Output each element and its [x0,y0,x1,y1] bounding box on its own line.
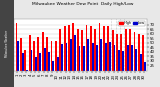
Bar [122,51,124,87]
Bar [48,52,50,87]
Bar [90,26,92,87]
Bar [94,29,96,87]
Bar [105,43,107,87]
Bar [135,49,137,87]
Bar [37,37,39,87]
Bar [83,46,85,87]
Bar [77,29,79,87]
Legend: High, Low: High, Low [118,21,145,26]
Bar [79,46,80,87]
Bar [68,25,70,87]
Bar [46,37,48,87]
Bar [92,43,94,87]
Bar [61,44,63,87]
Bar [31,50,32,87]
Bar [85,25,87,87]
Bar [29,35,31,87]
Bar [103,26,105,87]
Bar [44,48,45,87]
Bar [59,29,61,87]
Bar [100,39,102,87]
Bar [109,42,111,87]
Bar [70,39,72,87]
Bar [142,35,144,87]
Bar [131,45,133,87]
Bar [52,61,54,87]
Bar [99,23,100,87]
Bar [134,32,135,87]
Bar [125,29,127,87]
Bar [35,57,37,87]
Bar [112,30,114,87]
Bar [118,50,120,87]
Bar [22,53,24,87]
Bar [81,30,83,87]
Bar [138,34,140,87]
Bar [55,41,57,87]
Bar [96,45,98,87]
Bar [42,32,44,87]
Bar [87,39,89,87]
Bar [140,54,142,87]
Text: Milwaukee Weather: Milwaukee Weather [5,30,9,57]
Bar [17,41,19,87]
Bar [16,23,17,87]
Bar [72,23,74,87]
Bar [57,57,59,87]
Bar [107,26,109,87]
Bar [116,34,118,87]
Bar [114,45,115,87]
Bar [74,35,76,87]
Bar [65,43,67,87]
Bar [127,45,128,87]
Bar [39,53,41,87]
Bar [20,38,22,87]
Bar [64,26,65,87]
Bar [51,41,52,87]
Text: Milwaukee Weather Dew Point  Daily High/Low: Milwaukee Weather Dew Point Daily High/L… [32,2,134,6]
Bar [129,29,131,87]
Bar [26,70,28,87]
Bar [33,41,35,87]
Bar [24,50,26,87]
Bar [120,34,122,87]
Bar [144,62,146,87]
